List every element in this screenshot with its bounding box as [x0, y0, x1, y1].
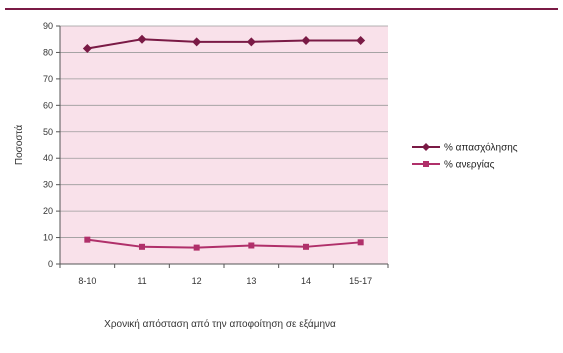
- x-tick-label: 14: [301, 276, 311, 286]
- series-1: [82, 34, 366, 53]
- x-axis-title: Χρονική απόσταση από την αποφοίτηση σε ε…: [104, 319, 336, 330]
- y-tick-label: 60: [43, 100, 53, 110]
- y-tick-label: 20: [43, 206, 53, 216]
- data-point: [192, 37, 202, 47]
- y-axis-title: Ποσοστά: [13, 125, 25, 165]
- legend-label: % απασχόλησης: [444, 142, 518, 154]
- y-tick-label: 50: [43, 127, 53, 137]
- x-tick-label: 12: [192, 276, 202, 286]
- data-point: [356, 36, 366, 46]
- data-point: [303, 243, 309, 250]
- y-tick-label: 40: [43, 153, 53, 163]
- x-tick-label: 15-17: [349, 276, 372, 286]
- top-divider: [5, 8, 558, 10]
- y-axis-ticks: 0 10 20 30 40 50 60 70 80 90: [43, 21, 60, 269]
- gridlines: [60, 25, 388, 238]
- x-tick-label: 8-10: [78, 276, 96, 286]
- data-point: [357, 239, 364, 246]
- series-line: [87, 38, 361, 50]
- plot-area: [60, 26, 388, 264]
- series-2: [84, 236, 364, 251]
- legend-label: % ανεργίας: [444, 159, 495, 171]
- legend-marker: [422, 143, 430, 151]
- series-line: [87, 238, 361, 249]
- data-point: [84, 236, 91, 243]
- data-point: [137, 34, 147, 44]
- y-tick-label: 10: [43, 233, 53, 243]
- x-axis-ticks: 8-10 11 12 13 14 15-17: [59, 264, 389, 286]
- data-point: [82, 43, 92, 53]
- legend: % απασχόλησης % ανεργίας: [412, 142, 518, 171]
- data-point: [139, 243, 145, 250]
- data-point: [246, 37, 256, 47]
- y-tick-label: 0: [48, 259, 53, 269]
- y-tick-label: 70: [43, 74, 53, 84]
- data-point: [193, 244, 200, 251]
- x-tick-label: 13: [246, 276, 256, 286]
- y-tick-label: 90: [43, 21, 53, 31]
- series-group: [82, 34, 366, 251]
- y-tick-label: 30: [43, 180, 53, 190]
- legend-marker: [423, 161, 429, 167]
- x-tick-label: 11: [137, 276, 146, 286]
- data-point: [248, 242, 255, 249]
- data-point: [301, 36, 311, 46]
- y-tick-label: 80: [43, 47, 53, 57]
